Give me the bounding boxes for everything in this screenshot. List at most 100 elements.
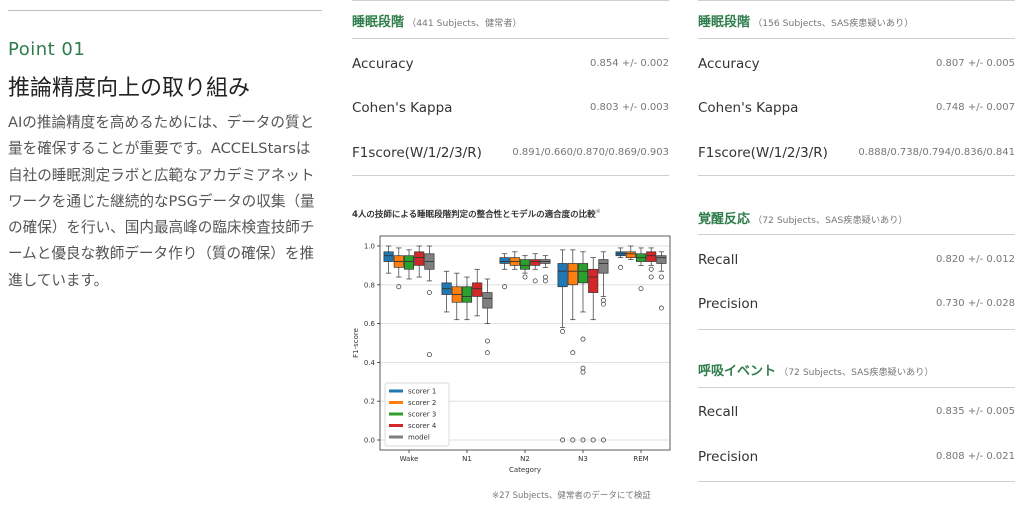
outlier-point xyxy=(658,274,664,280)
table-row: F1score(W/1/2/3/R) 0.888/0.738/0.794/0.8… xyxy=(698,142,1015,164)
legend-label: scorer 2 xyxy=(408,399,436,407)
legend-label: model xyxy=(408,434,430,442)
table-row: Accuracy 0.807 +/- 0.005 xyxy=(698,53,1015,75)
outlier-point xyxy=(426,290,432,296)
respiratory-event-table: 呼吸イベント （72 Subjects、SAS疾患疑いあり） Recall 0.8… xyxy=(698,357,1015,485)
outlier-point xyxy=(484,338,490,344)
table-row: Recall 0.820 +/- 0.012 xyxy=(698,249,1015,271)
outlier-point xyxy=(560,328,566,334)
table-row: Precision 0.808 +/- 0.021 xyxy=(698,446,1015,468)
table-title: 呼吸イベント xyxy=(698,364,777,379)
metric-label: Precision xyxy=(698,449,759,465)
y-tick-label: 0.2 xyxy=(364,398,375,406)
outlier-point xyxy=(396,284,402,290)
outlier-point xyxy=(560,437,566,443)
metric-value: 0.808 +/- 0.021 xyxy=(936,451,1015,462)
metric-label: Precision xyxy=(698,296,759,312)
legend-label: scorer 4 xyxy=(408,422,437,430)
metric-value: 0.807 +/- 0.005 xyxy=(936,58,1015,69)
divider xyxy=(698,329,1015,330)
metric-label: Cohen's Kappa xyxy=(698,100,799,116)
outlier-point xyxy=(570,350,576,356)
sleep-stage-healthy-table: 睡眠段階 （441 Subjects、健常者） Accuracy 0.854 +/… xyxy=(352,0,669,178)
y-tick-label: 0.4 xyxy=(364,359,376,367)
table-title: 睡眠段階 xyxy=(698,15,751,30)
metric-value: 0.835 +/- 0.005 xyxy=(936,406,1015,417)
table-header: 睡眠段階 （156 Subjects、SAS疾患疑いあり） xyxy=(698,11,913,30)
sleep-stage-sas-table: 睡眠段階 （156 Subjects、SAS疾患疑いあり） Accuracy 0.… xyxy=(698,0,1015,178)
x-tick-label: Wake xyxy=(400,455,419,463)
box xyxy=(383,251,394,262)
table-row: Accuracy 0.854 +/- 0.002 xyxy=(352,53,669,75)
metric-value: 0.730 +/- 0.028 xyxy=(936,298,1015,309)
box xyxy=(567,263,578,286)
divider xyxy=(352,0,669,1)
divider xyxy=(698,0,1015,1)
metric-label: Accuracy xyxy=(352,56,414,72)
y-tick-label: 0.0 xyxy=(364,437,375,445)
table-row: Recall 0.835 +/- 0.005 xyxy=(698,401,1015,423)
outlier-point xyxy=(600,301,606,307)
arousal-table: 覚醒反応 （72 Subjects、SAS疾患疑いあり） Recall 0.820… xyxy=(698,205,1015,333)
table-row: Cohen's Kappa 0.803 +/- 0.003 xyxy=(352,97,669,119)
outlier-point xyxy=(618,264,624,270)
section-title: 推論精度向上の取り組み xyxy=(8,76,251,101)
point-label: Point 01 xyxy=(8,39,86,60)
y-tick-label: 0.8 xyxy=(364,281,375,289)
metric-value: 0.891/0.660/0.870/0.869/0.903 xyxy=(512,147,669,158)
box xyxy=(414,251,425,266)
metric-label: F1score(W/1/2/3/R) xyxy=(698,145,828,161)
metric-label: Accuracy xyxy=(698,56,760,72)
table-header: 覚醒反応 （72 Subjects、SAS疾患疑いあり） xyxy=(698,208,908,227)
metric-value: 0.748 +/- 0.007 xyxy=(936,102,1015,113)
outlier-point xyxy=(658,305,664,311)
x-axis-label: Category xyxy=(509,466,541,474)
outlier-point xyxy=(522,274,528,280)
outlier-point xyxy=(600,437,606,443)
metric-label: Cohen's Kappa xyxy=(352,100,453,116)
box xyxy=(646,251,657,262)
box xyxy=(588,268,599,293)
metric-value: 0.820 +/- 0.012 xyxy=(936,254,1015,265)
outlier-point xyxy=(570,437,576,443)
table-title: 覚醒反応 xyxy=(698,212,751,227)
box xyxy=(577,263,589,284)
x-tick-label: N1 xyxy=(462,455,472,463)
table-subtitle: （72 Subjects、SAS疾患疑いあり） xyxy=(753,215,908,226)
box xyxy=(598,259,609,274)
divider xyxy=(352,38,669,39)
box xyxy=(656,255,667,264)
table-row: Precision 0.730 +/- 0.028 xyxy=(698,293,1015,315)
outlier-point xyxy=(502,284,508,290)
table-header: 睡眠段階 （441 Subjects、健常者） xyxy=(352,11,522,30)
outlier-point xyxy=(648,274,654,280)
x-tick-label: N2 xyxy=(520,455,530,463)
outlier-point xyxy=(580,369,586,375)
table-title: 睡眠段階 xyxy=(352,15,405,30)
divider xyxy=(352,175,669,176)
f1-score-boxplot: 0.0 0.2 0.4 0.6 0.8 1.0 F1-score Wake N1 N2 N3 REM C… xyxy=(352,235,671,474)
box xyxy=(482,292,493,309)
y-tick-label: 1.0 xyxy=(364,243,375,251)
table-header: 呼吸イベント （72 Subjects、SAS疾患疑いあり） xyxy=(698,360,934,379)
legend-label: scorer 1 xyxy=(408,388,436,396)
y-axis-label: F1-score xyxy=(352,328,360,358)
x-tick-label: N3 xyxy=(578,455,588,463)
table-subtitle: （72 Subjects、SAS疾患疑いあり） xyxy=(779,367,934,378)
outlier-point xyxy=(542,278,548,284)
divider xyxy=(698,234,1015,235)
divider xyxy=(698,387,1015,388)
box xyxy=(519,259,531,270)
outlier-point xyxy=(484,350,490,356)
outlier-point xyxy=(590,437,596,443)
outlier-point xyxy=(580,437,586,443)
metric-label: Recall xyxy=(698,404,739,420)
legend-box xyxy=(384,382,450,447)
table-row: F1score(W/1/2/3/R) 0.891/0.660/0.870/0.8… xyxy=(352,142,669,164)
table-subtitle: （441 Subjects、健常者） xyxy=(407,18,522,29)
box xyxy=(530,259,541,266)
legend-label: scorer 3 xyxy=(408,411,436,419)
box xyxy=(461,286,473,303)
chart-footnote: ※27 Subjects、健常者のデータにて検証 xyxy=(492,491,651,501)
table-row: Cohen's Kappa 0.748 +/- 0.007 xyxy=(698,97,1015,119)
